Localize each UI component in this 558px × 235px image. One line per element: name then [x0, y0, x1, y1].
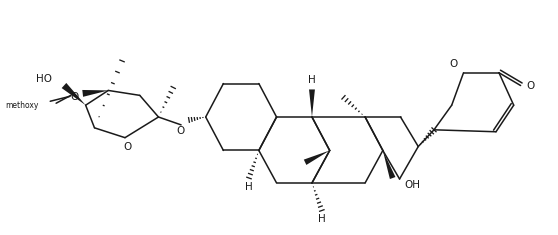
- Text: methoxy: methoxy: [5, 101, 39, 110]
- Polygon shape: [304, 150, 330, 165]
- Text: H: H: [245, 182, 253, 192]
- Text: O: O: [450, 59, 458, 69]
- Text: O: O: [71, 92, 79, 102]
- Text: O: O: [526, 81, 535, 90]
- Text: OH: OH: [405, 180, 421, 190]
- Polygon shape: [82, 90, 108, 97]
- Text: H: H: [308, 75, 316, 85]
- Polygon shape: [62, 83, 85, 105]
- Polygon shape: [309, 90, 315, 117]
- Text: O: O: [124, 141, 132, 152]
- Text: HO: HO: [36, 74, 52, 84]
- Text: O: O: [176, 126, 184, 136]
- Polygon shape: [383, 150, 396, 179]
- Text: H: H: [318, 214, 326, 224]
